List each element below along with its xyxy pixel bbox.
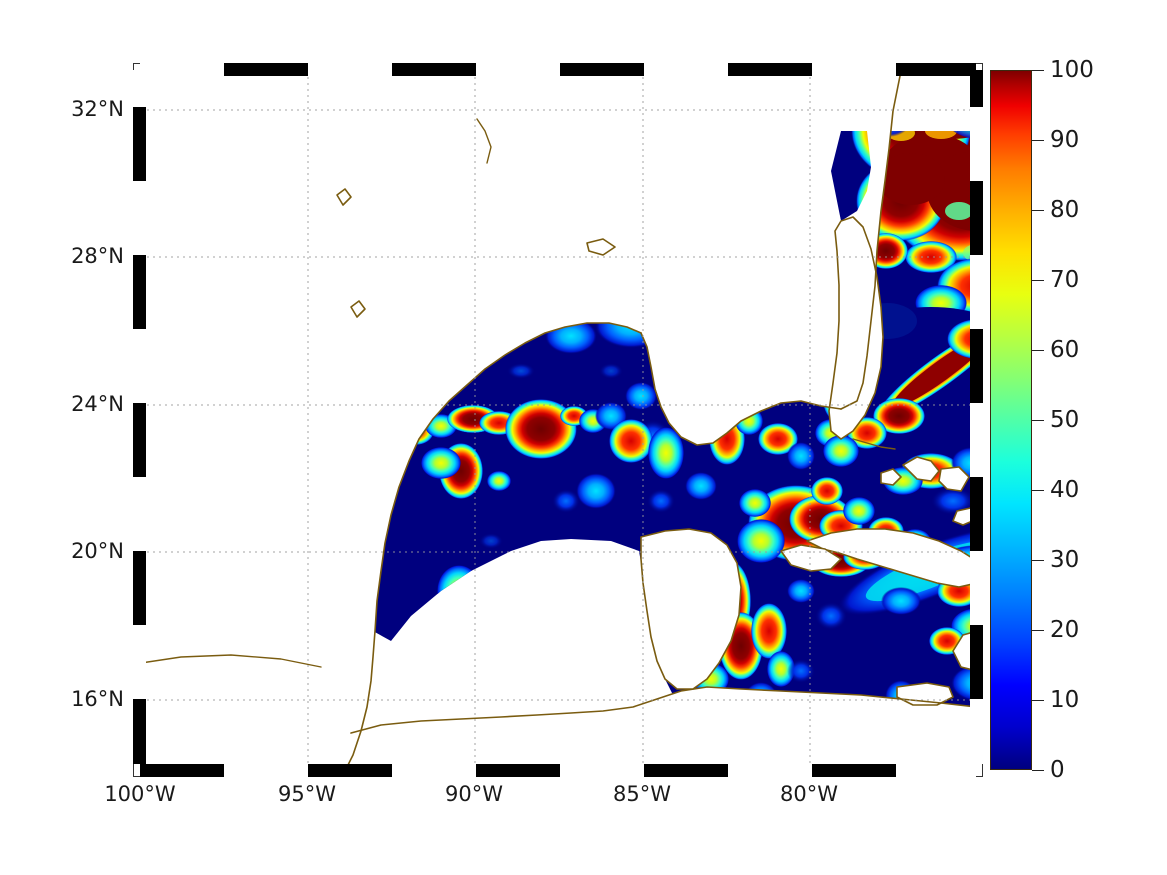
ytick-label-28N: 28°N: [71, 244, 124, 268]
coastlines-layer: [141, 71, 975, 769]
colorbar-label-20: 20: [1050, 617, 1080, 643]
mexico-inland-border: [141, 654, 322, 668]
andros-island: [938, 466, 970, 492]
bimini-islands: [880, 468, 902, 486]
land-mask-layer: [141, 71, 975, 769]
yucatan-landmask: [641, 529, 741, 689]
north-america-landmask: [141, 71, 901, 769]
central-america-landmask: [345, 687, 975, 769]
colorbar-label-60: 60: [1050, 337, 1080, 363]
colorbar-label-100: 100: [1050, 57, 1094, 83]
colorbar-label-0: 0: [1050, 757, 1065, 783]
colorbar-label-70: 70: [1050, 267, 1080, 293]
colorbar-label-30: 30: [1050, 547, 1080, 573]
small-island-nw: [336, 188, 352, 206]
xtick-label-95W: 95°W: [278, 782, 336, 806]
inland-river-north: [476, 118, 492, 164]
colorbar-label-90: 90: [1050, 127, 1080, 153]
colorbar-tick-0: [1032, 770, 1044, 771]
colorbar-tick-70: [1032, 280, 1044, 281]
small-island-w: [350, 300, 366, 318]
ytick-label-32N: 32°N: [71, 97, 124, 121]
colorbar-tick-60: [1032, 350, 1044, 351]
coastal-lagoon: [586, 238, 616, 256]
colorbar-tick-50: [1032, 420, 1044, 421]
colorbar-tick-80: [1032, 210, 1044, 211]
florida-keys: [852, 438, 896, 450]
colorbar-tick-100: [1032, 70, 1044, 71]
ytick-label-16N: 16°N: [71, 687, 124, 711]
florida-landmask: [829, 217, 883, 439]
xtick-label-85W: 85°W: [613, 782, 671, 806]
cuba-outline: [806, 528, 975, 588]
colorbar[interactable]: [990, 70, 1032, 770]
xtick-label-90W: 90°W: [445, 782, 503, 806]
yucatan-outline: [640, 528, 742, 690]
colorbar-label-40: 40: [1050, 477, 1080, 503]
colorbar-label-10: 10: [1050, 687, 1080, 713]
ytick-label-24N: 24°N: [71, 392, 124, 416]
map-axes[interactable]: [140, 70, 976, 770]
florida-atlantic-coast: [840, 71, 902, 410]
grand-bahama: [902, 456, 940, 482]
mexico-texas-coast: [345, 322, 642, 769]
colorbar-tick-10: [1032, 700, 1044, 701]
hispaniola-sliver: [952, 630, 975, 672]
colorbar-tick-90: [1032, 140, 1044, 141]
xtick-label-80W: 80°W: [780, 782, 838, 806]
graticule-layer: [141, 71, 975, 769]
map-canvas: [141, 71, 975, 769]
ytick-label-20N: 20°N: [71, 539, 124, 563]
map-rendering: [141, 71, 975, 769]
louisiana-florida-panhandle-coast: [640, 332, 842, 446]
colorbar-tick-30: [1032, 560, 1044, 561]
colorbar-tick-20: [1032, 630, 1044, 631]
xtick-label-100W: 100°W: [104, 782, 176, 806]
florida-peninsula-outline: [828, 216, 884, 440]
central-america-coast: [350, 686, 975, 734]
colorbar-label-80: 80: [1050, 197, 1080, 223]
colorbar-label-50: 50: [1050, 407, 1080, 433]
colorbar-tick-40: [1032, 490, 1044, 491]
